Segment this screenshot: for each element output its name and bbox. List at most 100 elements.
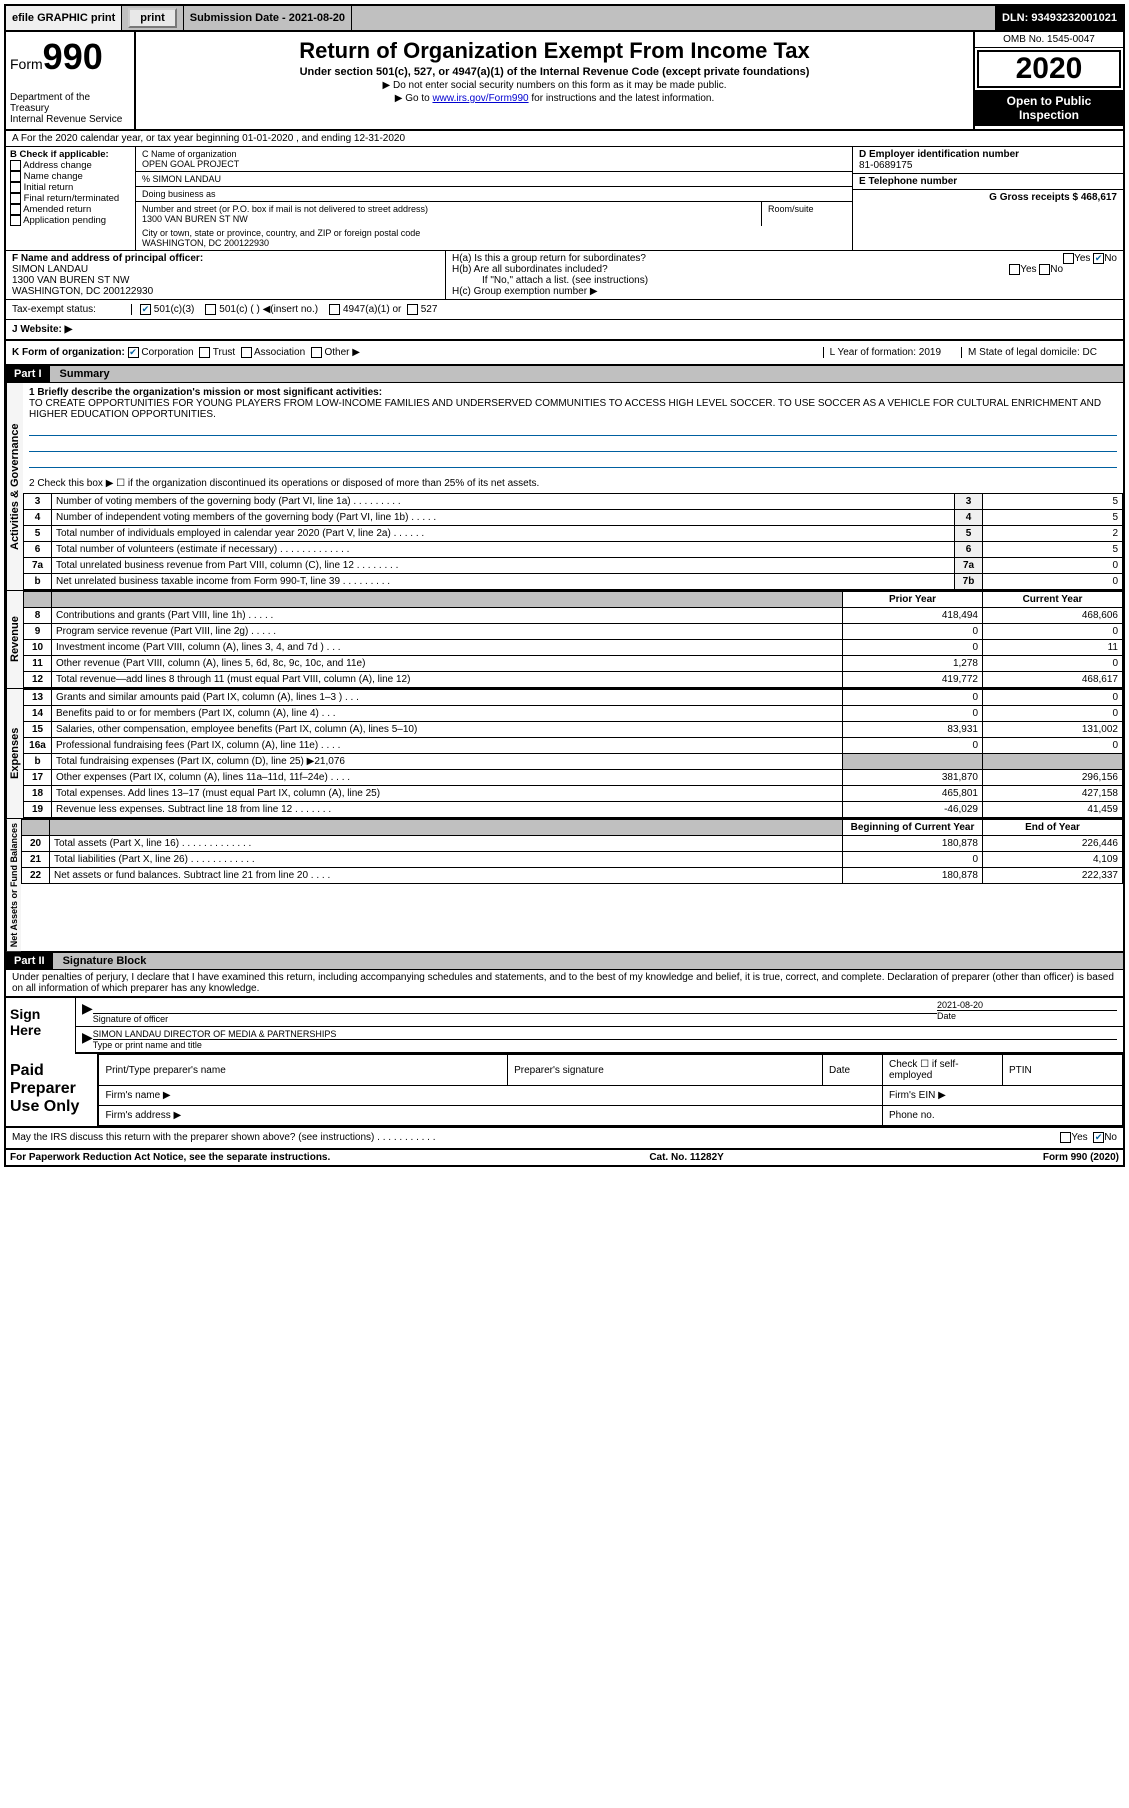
row-prior: 419,772 — [843, 672, 983, 688]
firm-name: Firm's name ▶ — [99, 1086, 883, 1106]
prep-ptin-h: PTIN — [1003, 1055, 1123, 1086]
row-num: 15 — [24, 722, 52, 738]
row-desc: Program service revenue (Part VIII, line… — [52, 624, 843, 640]
chk-initial-return[interactable]: Initial return — [10, 182, 131, 193]
row-curr: 0 — [983, 690, 1123, 706]
row-desc: Total assets (Part X, line 16) . . . . .… — [50, 836, 843, 852]
row-curr — [983, 754, 1123, 770]
website-label: J Website: ▶ — [12, 324, 72, 335]
org-name-block: C Name of organization OPEN GOAL PROJECT — [136, 147, 852, 172]
row-val: 0 — [983, 574, 1123, 590]
dln: DLN: 93493232001021 — [996, 6, 1123, 30]
row-num: 8 — [24, 608, 52, 624]
note-ssn: ▶ Do not enter social security numbers o… — [144, 80, 965, 91]
row-desc: Benefits paid to or for members (Part IX… — [52, 706, 843, 722]
header-left: Form990 Department of the Treasury Inter… — [6, 32, 136, 129]
chk-527[interactable] — [407, 304, 418, 315]
k-label: K Form of organization: Corporation Trus… — [12, 347, 360, 358]
rev-table: Prior Year Current Year8 Contributions a… — [23, 591, 1123, 688]
header-mid: Return of Organization Exempt From Incom… — [136, 32, 973, 129]
chk-address-change[interactable]: Address change — [10, 160, 131, 171]
vert-governance: Activities & Governance — [6, 383, 23, 590]
gross-receipts: G Gross receipts $ 468,617 — [853, 190, 1123, 205]
row-desc: Number of voting members of the governin… — [52, 494, 955, 510]
chk-other[interactable] — [311, 347, 322, 358]
governance-section: Activities & Governance 1 Briefly descri… — [6, 383, 1123, 591]
row-num: 16a — [24, 738, 52, 754]
chk-name-change[interactable]: Name change — [10, 171, 131, 182]
form-990: 990 — [43, 36, 103, 77]
col-c: C Name of organization OPEN GOAL PROJECT… — [136, 147, 853, 250]
row-prior: 465,801 — [843, 786, 983, 802]
chk-501c3[interactable] — [140, 304, 151, 315]
sig-date-label: Date — [937, 1011, 1117, 1021]
omb-number: OMB No. 1545-0047 — [975, 32, 1123, 48]
row-prior: 83,931 — [843, 722, 983, 738]
row-desc: Total revenue—add lines 8 through 11 (mu… — [52, 672, 843, 688]
arrow-icon: ▶ — [82, 1000, 93, 1024]
vert-netassets: Net Assets or Fund Balances — [6, 819, 21, 951]
section-bcde: B Check if applicable: Address change Na… — [6, 147, 1123, 251]
k-row: K Form of organization: Corporation Trus… — [6, 341, 1123, 366]
row-num: 20 — [22, 836, 50, 852]
row-num: 9 — [24, 624, 52, 640]
row-desc: Total expenses. Add lines 13–17 (must eq… — [52, 786, 843, 802]
discuss-no[interactable] — [1093, 1132, 1104, 1143]
note-goto-post: for instructions and the latest informat… — [529, 93, 715, 104]
type-name-label: Type or print name and title — [93, 1040, 1117, 1050]
note-goto-pre: ▶ Go to — [395, 93, 433, 104]
chk-amended[interactable]: Amended return — [10, 204, 131, 215]
print-button[interactable]: print — [128, 8, 176, 28]
ein-block: D Employer identification number 81-0689… — [853, 147, 1123, 174]
firm-ein: Firm's EIN ▶ — [883, 1086, 1123, 1106]
mission-text: TO CREATE OPPORTUNITIES FOR YOUNG PLAYER… — [29, 398, 1117, 420]
discuss-yes[interactable] — [1060, 1132, 1071, 1143]
chk-4947[interactable] — [329, 304, 340, 315]
firm-phone: Phone no. — [883, 1106, 1123, 1126]
chk-assoc[interactable] — [241, 347, 252, 358]
gross-receipts-label: G Gross receipts $ 468,617 — [989, 192, 1117, 203]
prep-date-h: Date — [823, 1055, 883, 1086]
sig-name-title: SIMON LANDAU DIRECTOR OF MEDIA & PARTNER… — [93, 1029, 1117, 1040]
chk-trust[interactable] — [199, 347, 210, 358]
ha-no[interactable] — [1093, 253, 1104, 264]
row-prior: 180,878 — [843, 836, 983, 852]
row-prior — [843, 754, 983, 770]
chk-app-pending[interactable]: Application pending — [10, 215, 131, 226]
form990-link[interactable]: www.irs.gov/Form990 — [432, 93, 528, 104]
row-curr: 468,606 — [983, 608, 1123, 624]
header-row: Form990 Department of the Treasury Inter… — [6, 32, 1123, 131]
website-row: J Website: ▶ — [6, 320, 1123, 341]
hb-no[interactable] — [1039, 264, 1050, 275]
hb-yes[interactable] — [1009, 264, 1020, 275]
row-prior: 180,878 — [843, 868, 983, 884]
expenses-section: Expenses 13 Grants and similar amounts p… — [6, 689, 1123, 819]
chk-501c[interactable] — [205, 304, 216, 315]
row-num: 22 — [22, 868, 50, 884]
col-b-label: B Check if applicable: — [10, 149, 131, 160]
na-table: Beginning of Current Year End of Year20 … — [21, 819, 1123, 884]
row-num: 11 — [24, 656, 52, 672]
prep-name-h: Print/Type preparer's name — [99, 1055, 508, 1086]
row-curr: 468,617 — [983, 672, 1123, 688]
col-prior: Beginning of Current Year — [843, 820, 983, 836]
paid-table: Print/Type preparer's name Preparer's si… — [98, 1054, 1123, 1126]
sign-here-label: Sign Here — [6, 998, 76, 1054]
ein-value: 81-0689175 — [859, 160, 1117, 171]
chk-corp[interactable] — [128, 347, 139, 358]
addr-label: Number and street (or P.O. box if mail i… — [142, 204, 755, 214]
row-desc: Contributions and grants (Part VIII, lin… — [52, 608, 843, 624]
netassets-section: Net Assets or Fund Balances Beginning of… — [6, 819, 1123, 953]
part2-title: Signature Block — [53, 953, 1123, 969]
ha-yes[interactable] — [1063, 253, 1074, 264]
form-number: Form990 — [10, 36, 130, 78]
paid-label: Paid Preparer Use Only — [6, 1054, 98, 1126]
form-label: Form — [10, 56, 43, 72]
row-desc: Other expenses (Part IX, column (A), lin… — [52, 770, 843, 786]
row-desc: Grants and similar amounts paid (Part IX… — [52, 690, 843, 706]
chk-final-return[interactable]: Final return/terminated — [10, 193, 131, 204]
line2: 2 Check this box ▶ ☐ if the organization… — [23, 474, 1123, 493]
hb-label: H(b) Are all subordinates included? — [452, 264, 608, 275]
row-curr: 226,446 — [983, 836, 1123, 852]
part2-header: Part II — [6, 953, 53, 969]
